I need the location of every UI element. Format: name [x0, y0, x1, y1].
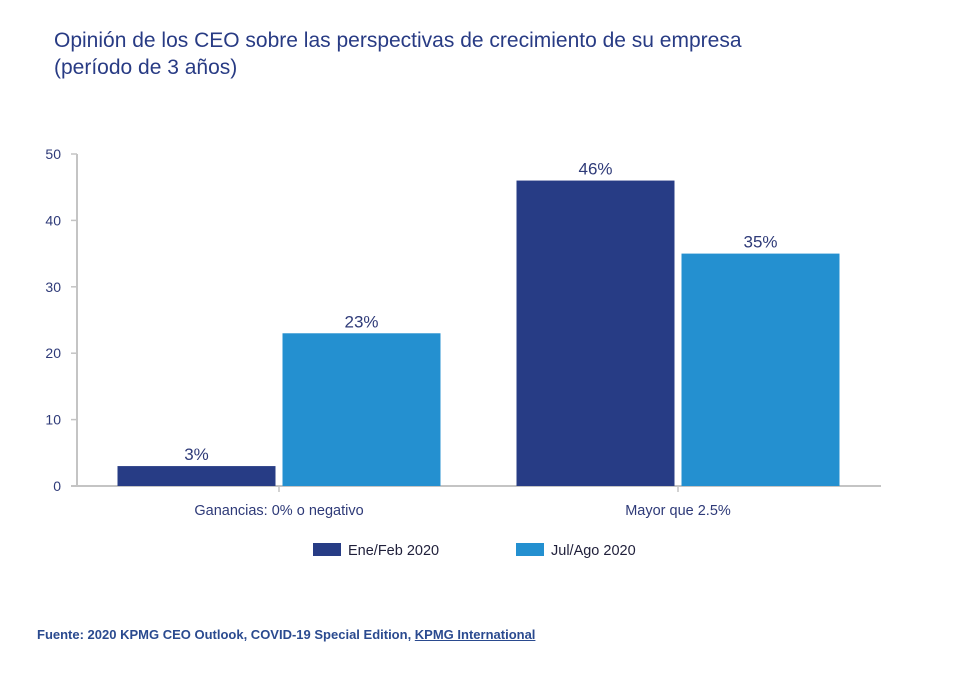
y-tick-label: 0: [53, 478, 61, 494]
legend: Ene/Feb 2020 Jul/Ago 2020: [313, 543, 636, 559]
chart-title-line2: (período de 3 años): [54, 56, 238, 79]
x-category-label: Mayor que 2.5%: [625, 503, 731, 519]
y-tick-label: 50: [45, 146, 61, 162]
source-link[interactable]: KPMG International: [414, 627, 536, 642]
data-label: 35%: [743, 233, 777, 252]
data-labels: 3% 23% 46% 35%: [184, 160, 777, 465]
bars: [117, 180, 840, 486]
legend-swatch: [313, 543, 341, 556]
y-tick-label: 40: [45, 212, 61, 228]
data-label: 46%: [578, 160, 612, 179]
chart-title-line1: Opinión de los CEO sobre las perspectiva…: [54, 29, 742, 52]
bar: [681, 253, 840, 486]
source-note: Fuente: 2020 KPMG CEO Outlook, COVID-19 …: [37, 627, 535, 642]
bar: [516, 180, 675, 486]
x-axis: Ganancias: 0% o negativo Mayor que 2.5%: [71, 485, 881, 519]
legend-label: Jul/Ago 2020: [551, 543, 636, 559]
y-tick-label: 10: [45, 412, 61, 428]
bar: [282, 333, 441, 486]
data-label: 3%: [184, 445, 209, 464]
chart-title: Opinión de los CEO sobre las perspectiva…: [54, 27, 742, 81]
legend-swatch: [516, 543, 544, 556]
data-label: 23%: [344, 312, 378, 331]
source-text: Fuente: 2020 KPMG CEO Outlook, COVID-19 …: [37, 627, 415, 642]
bar: [117, 466, 276, 486]
legend-label: Ene/Feb 2020: [348, 543, 439, 559]
y-axis: 0 10 20 30 40 50: [45, 146, 78, 494]
y-tick-label: 30: [45, 279, 61, 295]
y-tick-label: 20: [45, 345, 61, 361]
x-category-label: Ganancias: 0% o negativo: [194, 503, 363, 519]
